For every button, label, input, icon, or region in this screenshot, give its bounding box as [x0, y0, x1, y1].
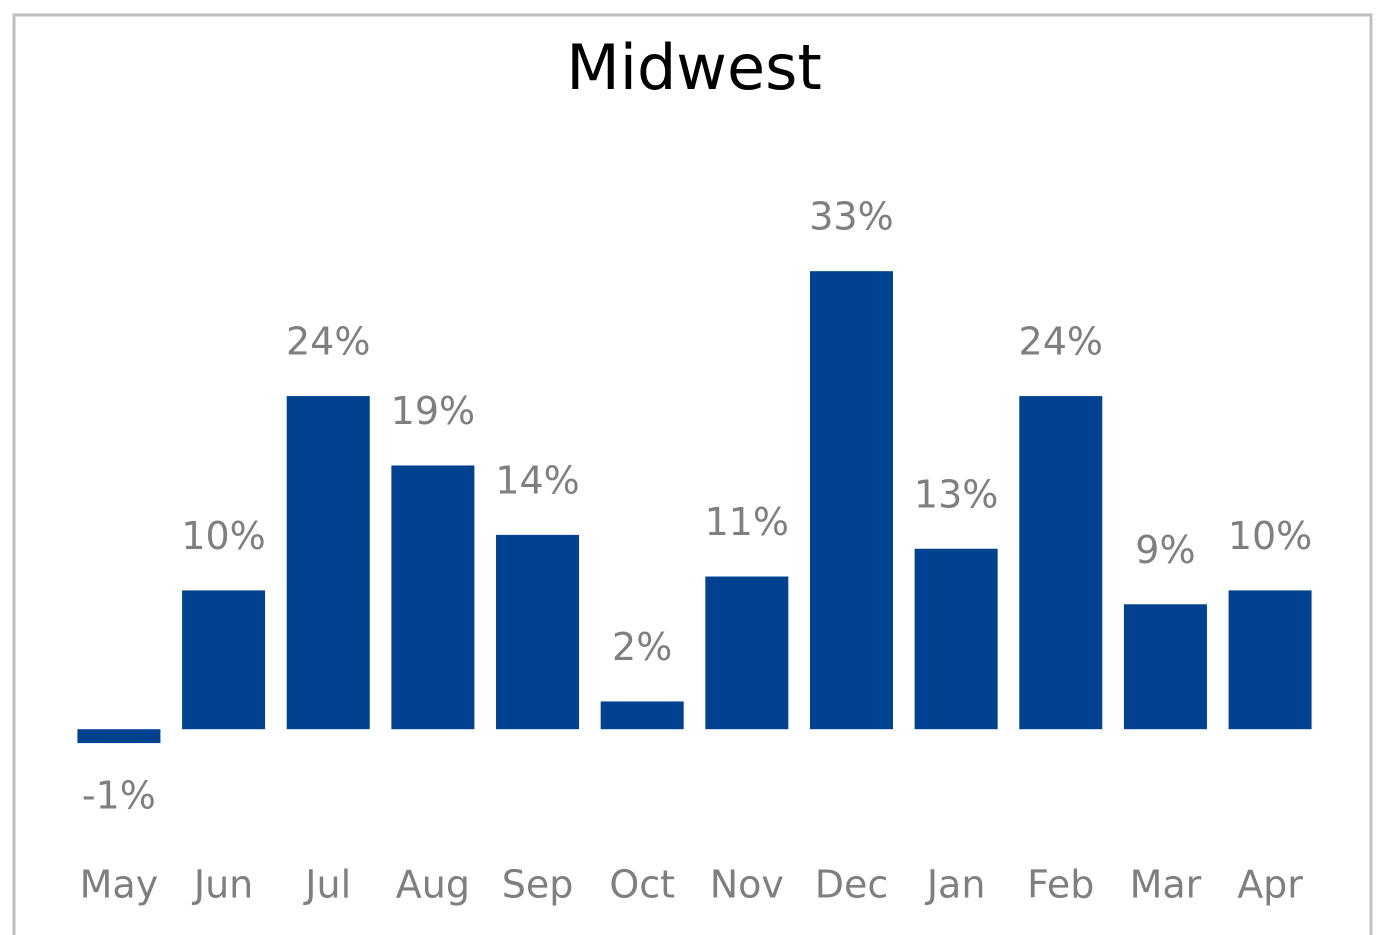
data-label: 2%: [612, 625, 672, 669]
bar: [182, 590, 266, 730]
data-label: 14%: [495, 458, 579, 502]
bar: [914, 548, 998, 730]
x-tick-label: Nov: [710, 863, 784, 907]
bar: [1123, 604, 1207, 730]
x-tick-label: Jan: [925, 863, 986, 907]
x-tick-label: Mar: [1130, 863, 1202, 907]
bar: [1019, 396, 1103, 730]
x-tick-label: Jun: [192, 863, 253, 907]
chart-frame: [12, 13, 1373, 935]
x-tick-label: Oct: [609, 863, 675, 907]
chart-title: Midwest: [566, 31, 822, 104]
bar: [286, 396, 370, 730]
bar: [600, 701, 684, 730]
bar: [77, 729, 161, 744]
data-label: 19%: [391, 389, 475, 433]
bar: [391, 465, 475, 730]
x-tick-label: Sep: [502, 863, 574, 907]
bar: [705, 576, 789, 730]
data-label: 33%: [809, 195, 893, 239]
data-label: -1%: [82, 774, 156, 818]
data-label: 9%: [1135, 528, 1195, 572]
data-label: 24%: [1019, 320, 1103, 364]
x-tick-label: Feb: [1027, 863, 1094, 907]
data-label: 11%: [705, 500, 789, 544]
data-label: 10%: [1228, 514, 1312, 558]
x-tick-label: Jul: [303, 863, 351, 907]
bar: [809, 271, 893, 730]
data-label: 10%: [181, 514, 265, 558]
data-label: 24%: [286, 320, 370, 364]
x-tick-label: Dec: [815, 863, 889, 907]
x-tick-label: Apr: [1237, 863, 1303, 907]
data-label: 13%: [914, 472, 998, 516]
x-tick-label: Aug: [396, 863, 470, 907]
x-tick-label: May: [80, 863, 159, 907]
bar: [1228, 590, 1312, 730]
bar: [496, 534, 580, 730]
